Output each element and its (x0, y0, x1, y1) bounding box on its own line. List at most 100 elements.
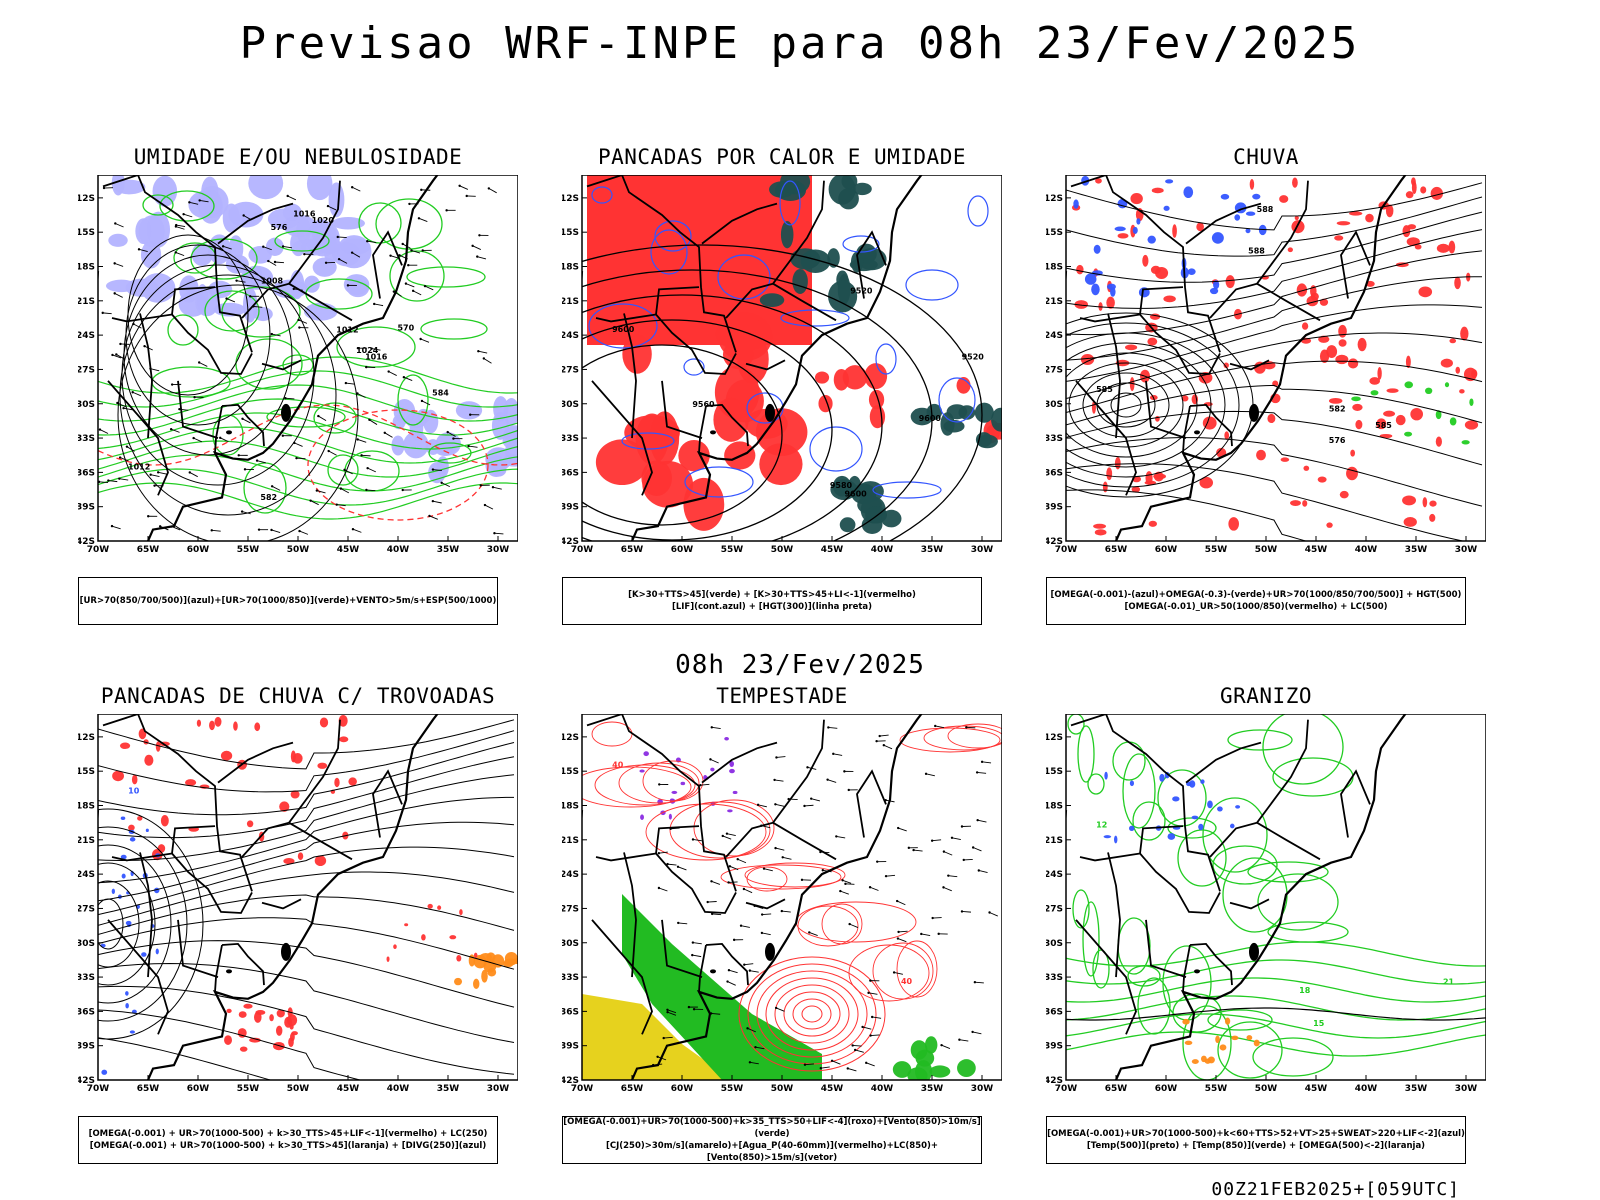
precip-water-contour (744, 862, 846, 888)
wind-arrow-head (221, 245, 225, 248)
rain-blue (1258, 224, 1267, 236)
panel-heat-showers: PANCADAS POR CALOR E UMIDADE 9600 9600 960… (562, 145, 1002, 625)
wind-arrow-head (346, 284, 350, 287)
contour-label: 576 (1329, 436, 1346, 445)
wind-arrow-head (249, 295, 252, 298)
wind-vector-head (846, 1067, 849, 1070)
wind-vector (763, 868, 773, 872)
country-border (1229, 898, 1270, 910)
wind-vector (743, 888, 753, 894)
wind-vector (913, 849, 923, 852)
lon-label: 35W (1405, 545, 1428, 555)
lat-label: 36S (1046, 468, 1063, 478)
thunder-red (290, 750, 296, 763)
wind-vector-head (843, 770, 846, 773)
wind-vector-head (728, 865, 732, 868)
rain-red (1357, 337, 1367, 352)
wind-vector-head (736, 858, 739, 861)
precip-water-contour (872, 942, 934, 1000)
precip-water-contour (765, 977, 859, 1051)
wind-vector (820, 1066, 830, 1069)
country-border (1145, 380, 1187, 439)
thunder-red (243, 1003, 253, 1009)
hgt500-contour (1068, 362, 1184, 448)
lat-label: 33S (78, 973, 95, 983)
thunder-orange (512, 957, 518, 965)
lif-contour (684, 466, 754, 498)
wind-vector-head (848, 922, 851, 926)
lat-label: 42S (1046, 1076, 1063, 1086)
wind-arrow (484, 504, 494, 510)
rain-green (1435, 410, 1442, 420)
wind-vector (711, 1013, 721, 1015)
rain-red (1306, 295, 1319, 307)
wind-vector-head (844, 882, 847, 886)
wind-vector (775, 1007, 785, 1012)
lat-label: 21S (78, 297, 95, 307)
wind-arrow (126, 446, 135, 452)
wind-arrow (432, 469, 442, 472)
wind-arrow (189, 201, 199, 205)
rain-blue (1084, 273, 1097, 285)
wind-arrow (371, 348, 381, 351)
rain-red (1224, 431, 1230, 440)
lat-label: 21S (1046, 836, 1063, 846)
wind-arrow-head (114, 222, 117, 225)
mid-title: 08h 23/Fev/2025 (675, 650, 925, 680)
contour-label: 18 (1299, 986, 1311, 995)
wind-vector (959, 1039, 969, 1042)
wind-arrow (211, 529, 221, 532)
wind-vector-head (677, 921, 680, 925)
temp850-contour (1092, 949, 1110, 989)
wind-vector (977, 771, 987, 774)
contour-label: 9600 (919, 414, 942, 423)
thunder-orange (479, 953, 492, 962)
rain-blue (1136, 218, 1141, 225)
lat-label: 18S (78, 802, 95, 812)
wind-arrow-head (188, 201, 191, 204)
rain-red (1076, 264, 1084, 275)
coastline (146, 175, 439, 541)
legend-line: [OMEGA(-0.001)-(azul)+OMEGA(-0.3)-(verde… (1050, 590, 1462, 600)
hail-blue (1191, 815, 1199, 820)
lat-label: 24S (78, 870, 95, 880)
thunder-red (334, 777, 340, 788)
rain-red (1319, 349, 1330, 364)
precip-water-contour (618, 762, 700, 804)
thunder-red (239, 1046, 248, 1052)
rain-red (1377, 366, 1382, 380)
lat-label: 15S (1046, 767, 1063, 777)
rain-red (1326, 522, 1333, 528)
wind-vector-head (710, 726, 713, 729)
country-border (623, 313, 637, 439)
wind-vector-head (727, 881, 730, 884)
lif-contour (654, 220, 692, 252)
wind-vector-head (666, 1010, 669, 1014)
streamline-loop (98, 862, 156, 986)
convective-teal (850, 251, 864, 273)
wind-vector-head (895, 899, 899, 903)
rain-red (1402, 495, 1417, 506)
wind-vector (897, 938, 907, 943)
country-border (1256, 282, 1321, 322)
coastline (1114, 175, 1407, 541)
wind-arrow-head (317, 414, 320, 418)
wind-vector-head (976, 818, 979, 822)
wind-vector-head (861, 1025, 864, 1029)
wind-arrow (340, 488, 350, 494)
country-border (1185, 202, 1262, 245)
country-border (177, 919, 219, 978)
lat-label: 33S (562, 434, 579, 444)
severe-purple (729, 761, 735, 767)
rain-red (1279, 195, 1289, 203)
contour-label: 9520 (962, 353, 985, 362)
legend-line: [OMEGA(-0.001) + UR>70(1000-500) + k>30_… (88, 1129, 488, 1139)
wind-arrow (337, 236, 347, 239)
temp850-contour (1077, 725, 1095, 783)
lon-label: 70W (87, 1084, 110, 1094)
wind-vector (711, 726, 721, 730)
lat-label: 24S (78, 331, 95, 341)
rain-red (1106, 467, 1113, 481)
lon-label: 65W (1105, 1084, 1128, 1094)
rain-blue (1245, 211, 1256, 216)
